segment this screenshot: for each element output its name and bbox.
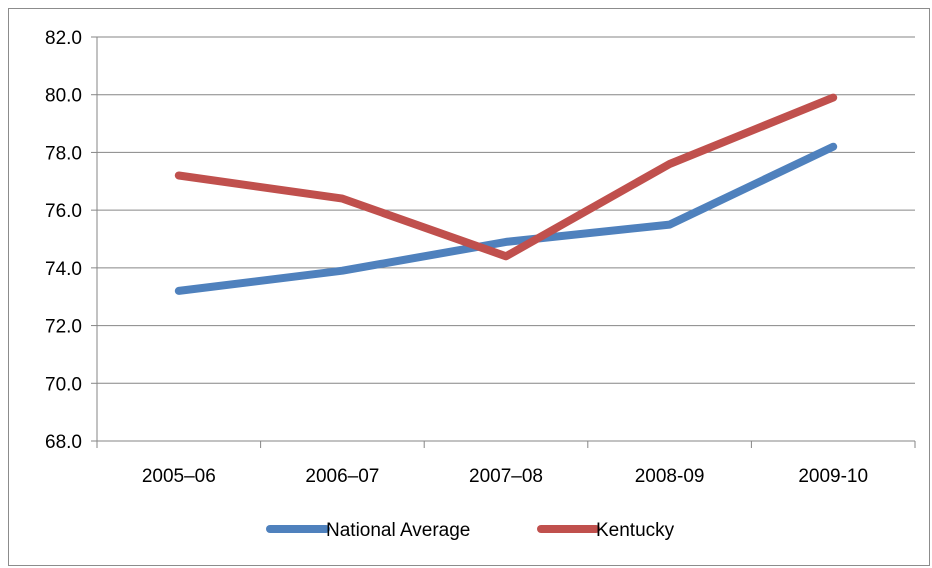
- chart-frame: [8, 8, 930, 566]
- y-tick-label: 78.0: [45, 143, 82, 164]
- y-tick-label: 74.0: [45, 259, 82, 280]
- y-tick-label: 82.0: [45, 28, 82, 49]
- legend: National Average Kentucky: [266, 520, 675, 541]
- gridlines: [97, 36, 915, 384]
- y-tick-label: 72.0: [45, 317, 82, 338]
- y-tick-label: 80.0: [45, 86, 82, 107]
- x-tick-label: 2006–07: [305, 466, 379, 487]
- x-tick-label: 2009-10: [798, 466, 868, 487]
- legend-label-1: Kentucky: [596, 520, 675, 541]
- x-tick-label: 2007–08: [469, 466, 543, 487]
- x-axis-tick-labels: 2005–06 2006–07 2007–08 2008-09 2009-10: [142, 466, 868, 487]
- x-tick-label: 2008-09: [635, 466, 705, 487]
- y-tick-label: 76.0: [45, 201, 82, 222]
- y-tick-label: 68.0: [45, 432, 82, 453]
- y-axis-tick-labels: 68.0 70.0 72.0 74.0 76.0 78.0 80.0 82.0: [45, 28, 82, 453]
- series-line-1: [174, 93, 838, 261]
- axes: [91, 36, 916, 448]
- series-lines: [174, 93, 838, 295]
- y-tick-label: 70.0: [45, 374, 82, 395]
- series-line-0: [174, 142, 838, 295]
- legend-label-0: National Average: [326, 520, 470, 541]
- x-tick-label: 2005–06: [142, 466, 216, 487]
